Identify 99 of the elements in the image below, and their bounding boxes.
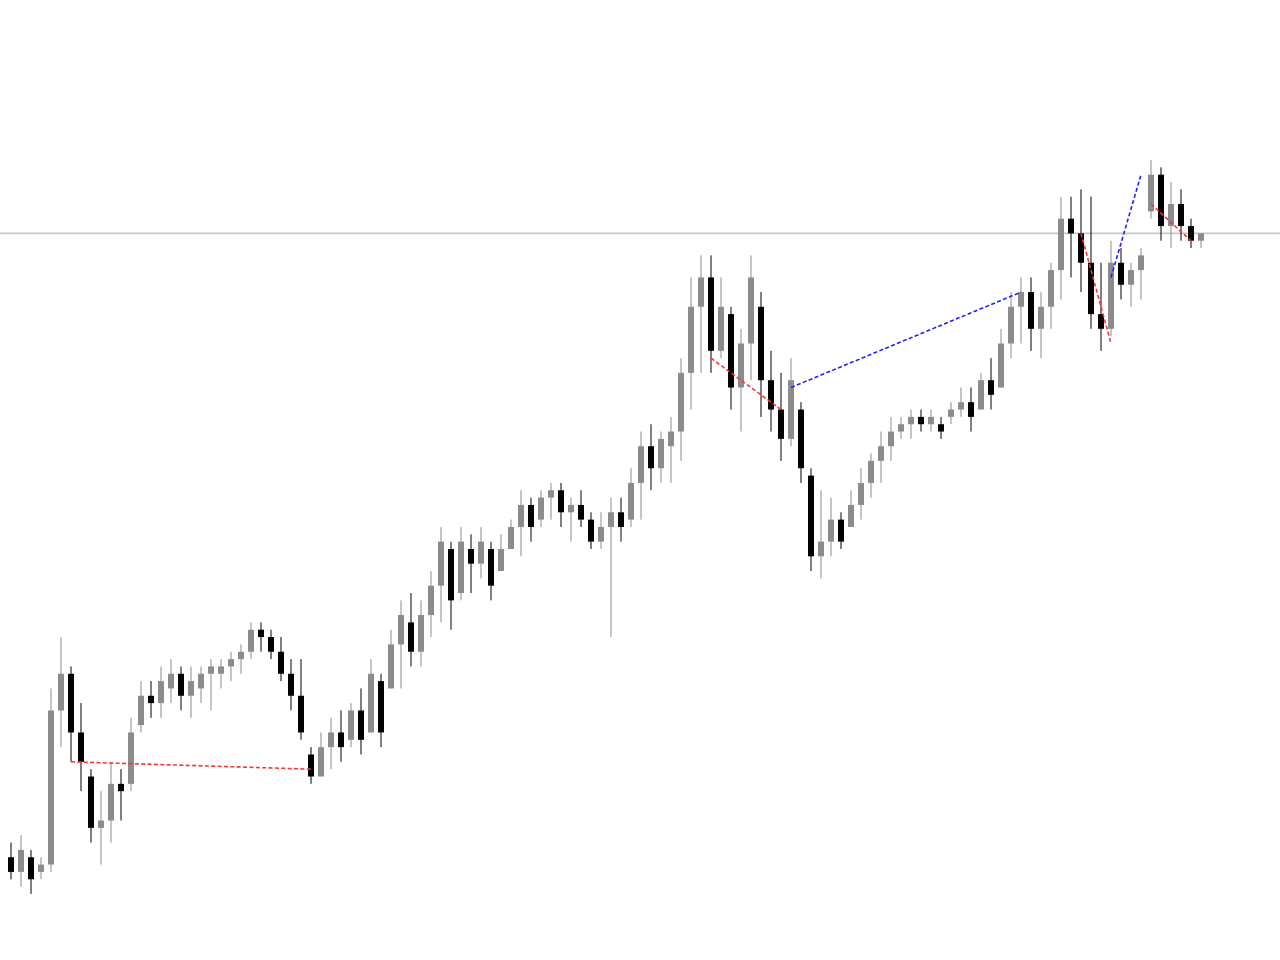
candlestick (918, 409, 925, 433)
candlestick (1018, 276, 1025, 344)
candlestick (438, 526, 444, 623)
candlestick (118, 768, 124, 822)
candlestick (548, 482, 554, 521)
candlestick (528, 497, 534, 543)
candlestick (738, 328, 745, 433)
candlestick (488, 541, 494, 601)
candlestick (1048, 262, 1055, 330)
candlestick (148, 680, 154, 719)
candlestick (648, 423, 655, 491)
candlestick (608, 497, 615, 638)
candlestick (1178, 188, 1185, 242)
candlestick (948, 401, 955, 425)
candlestick (178, 665, 184, 711)
candlestick (848, 489, 855, 528)
candlestick (588, 511, 595, 550)
candlestick (208, 658, 214, 711)
candlestick (428, 570, 434, 638)
candlestick (858, 467, 865, 521)
candlestick (168, 658, 174, 704)
candlestick (1078, 188, 1085, 293)
candlestick (698, 254, 705, 374)
candlestick (308, 746, 314, 785)
candlestick (968, 387, 975, 433)
candlestick (58, 636, 64, 748)
candlestick (288, 658, 294, 711)
candlestick (558, 482, 565, 528)
candlestick (1008, 291, 1015, 359)
candlestick (498, 533, 504, 572)
candlestick (958, 387, 965, 418)
candlestick (1188, 218, 1195, 249)
candlestick (778, 372, 785, 462)
candlestick (578, 489, 585, 528)
candlestick (248, 621, 254, 660)
candlestick (18, 834, 24, 888)
candlestick (1128, 262, 1135, 308)
candlestick (158, 665, 164, 719)
candlestick (38, 856, 44, 880)
candlestick (388, 629, 394, 689)
candlestick (358, 687, 364, 755)
candlestick (418, 599, 424, 667)
candlestick (638, 431, 645, 521)
candlestick (938, 416, 945, 440)
candlestick (658, 431, 665, 484)
candlestick (268, 629, 274, 660)
candlestick (1068, 196, 1075, 278)
candlestick (868, 453, 875, 499)
candlestick (1148, 159, 1155, 220)
candlestick (338, 709, 344, 763)
candlestick (1038, 291, 1045, 359)
candlestick (28, 849, 34, 895)
candlestick (328, 717, 334, 770)
candlestick (508, 519, 514, 550)
candlestick (888, 416, 895, 462)
candlestick (318, 731, 324, 778)
candlestick (538, 489, 544, 528)
candlestick (1198, 232, 1205, 249)
candlestick (1028, 276, 1035, 352)
candlestick (238, 643, 244, 675)
candlestick (818, 489, 825, 579)
candlestick (998, 328, 1005, 389)
candlestick (908, 409, 915, 440)
candlestick (98, 790, 104, 866)
candlestick (768, 350, 775, 433)
candlestick (138, 680, 144, 733)
candlestick (348, 702, 354, 748)
candlestick (618, 497, 625, 543)
candlestick (628, 467, 635, 528)
candlestick (398, 599, 404, 689)
candlestick (978, 372, 985, 411)
candlestick (518, 489, 524, 557)
candlestick (988, 357, 995, 411)
candlestick (878, 431, 885, 484)
candlestick (478, 526, 484, 579)
candlestick (718, 276, 725, 359)
candlestick (108, 761, 114, 844)
candlestick (828, 497, 835, 557)
candlestick (1168, 181, 1175, 249)
candlestick (408, 592, 414, 667)
candlestick (278, 636, 284, 682)
candlestick (468, 533, 474, 594)
candlestick (928, 409, 935, 433)
candlestick (218, 658, 224, 689)
candlestick (228, 651, 234, 682)
candlestick (668, 416, 675, 484)
candlestick (1118, 247, 1125, 300)
candlestick (188, 665, 194, 719)
candlestick (78, 702, 84, 792)
candlestick (298, 658, 304, 741)
candlestick (1098, 262, 1105, 352)
candlestick (838, 511, 845, 550)
candlestick (568, 497, 575, 543)
candlestick (198, 665, 204, 704)
candlestick (598, 511, 605, 550)
candlestick (898, 416, 905, 440)
candlestick (258, 621, 264, 653)
candlestick (1138, 247, 1145, 300)
candlestick (8, 842, 14, 880)
